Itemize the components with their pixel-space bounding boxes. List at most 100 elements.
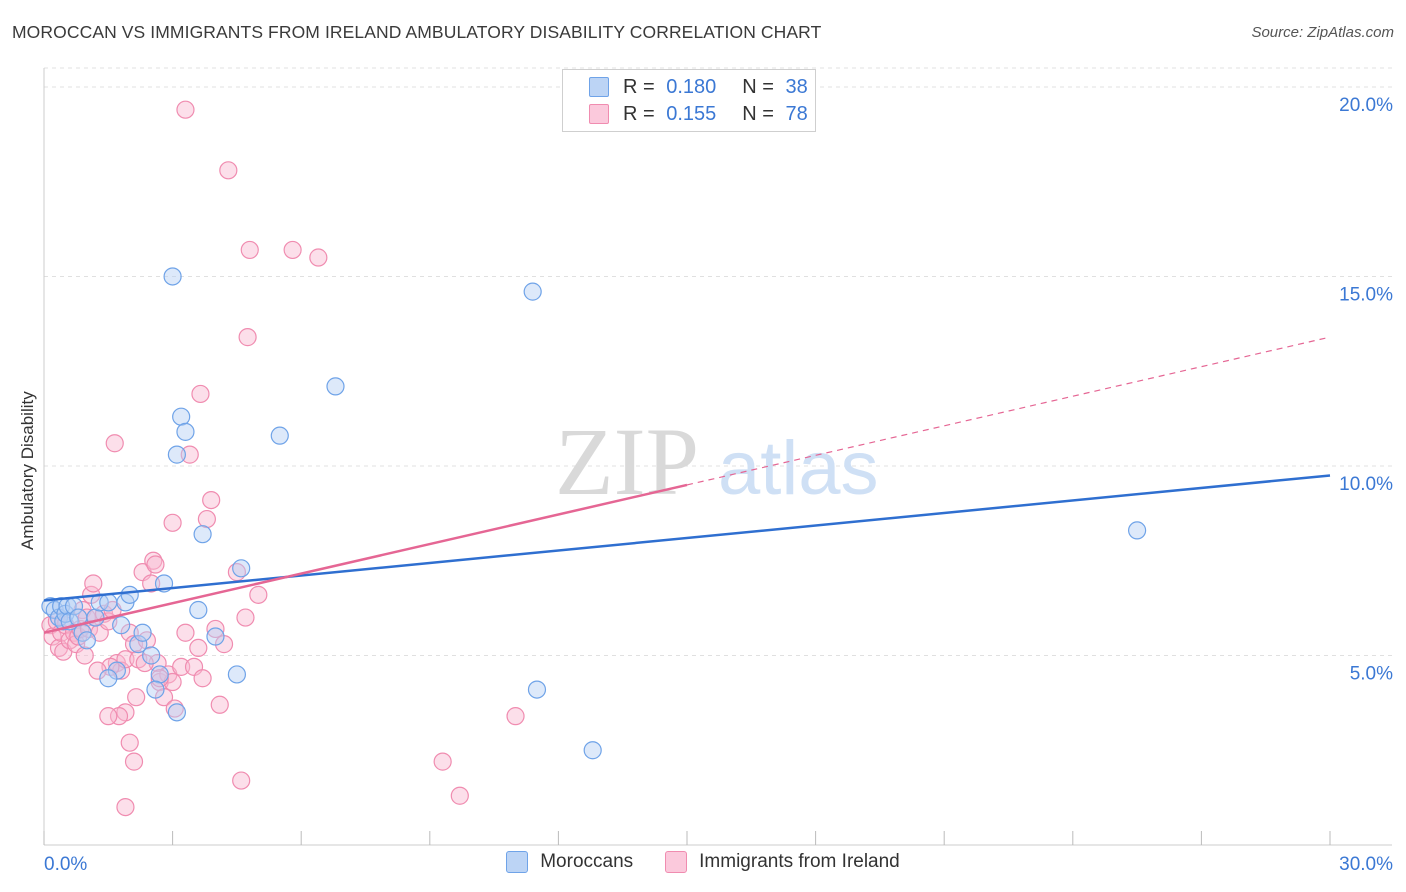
ireland-point: [109, 707, 129, 726]
moroccan-point: [270, 426, 289, 445]
ireland-point: [249, 585, 268, 604]
ireland-point: [163, 513, 182, 532]
ireland-points: [41, 100, 525, 817]
legend-ireland-label: Immigrants from Ireland: [699, 851, 900, 872]
ireland-point: [240, 240, 259, 260]
moroccan-point: [133, 623, 152, 642]
tick-labels: 5.0% 10.0% 15.0% 20.0% 0.0% 30.0%: [44, 95, 1393, 875]
moroccan-point: [77, 631, 96, 650]
ireland-point: [506, 707, 525, 726]
moroccan-point: [99, 593, 118, 612]
ireland-point: [148, 653, 167, 673]
moroccan-point: [167, 703, 186, 722]
ireland-point: [135, 653, 154, 673]
moroccan-point: [193, 525, 212, 544]
watermark-zip: ZIP: [555, 408, 699, 515]
ireland-point: [172, 657, 191, 676]
moroccan-point: [129, 635, 148, 654]
series-legend: Moroccans Immigrants from Ireland: [0, 851, 1406, 873]
legend-n-value: 78: [785, 102, 808, 125]
watermark-atlas: atlas: [718, 426, 879, 511]
moroccan-point: [206, 627, 225, 646]
ireland-point: [105, 434, 124, 453]
ireland-point: [176, 100, 195, 119]
y-tick-label: 5.0%: [1350, 663, 1393, 684]
ireland-point: [450, 786, 469, 805]
ireland-point: [142, 574, 161, 593]
x-tick-label: 30.0%: [1339, 854, 1393, 875]
ireland-legend-swatch: [665, 851, 688, 873]
legend-r-label: R =: [623, 75, 655, 98]
ireland-point: [124, 752, 144, 771]
moroccan-point: [227, 665, 246, 684]
moroccan-point: [167, 445, 186, 464]
moroccan-point: [120, 585, 139, 604]
legend-item-moroccans: Moroccans: [506, 851, 633, 873]
ireland-point: [433, 752, 452, 771]
moroccan-point: [523, 282, 542, 301]
y-tick-label: 10.0%: [1339, 474, 1393, 495]
ireland-point: [189, 638, 208, 658]
chart-title: MOROCCAN VS IMMIGRANTS FROM IRELAND AMBU…: [12, 22, 822, 42]
y-tick-label: 15.0%: [1339, 284, 1393, 305]
moroccans-legend-swatch: [506, 851, 529, 873]
legend-row-ireland: R = 0.155 N = 78: [589, 102, 808, 126]
ireland-point: [116, 797, 135, 817]
ireland-point: [88, 661, 107, 680]
y-tick-label: 20.0%: [1339, 95, 1393, 116]
moroccan-point: [232, 559, 251, 578]
y-axis-label: Ambulatory Disability: [18, 391, 37, 550]
ireland-trendline: [43, 483, 688, 634]
moroccan-point: [527, 680, 547, 699]
moroccan-point: [163, 267, 182, 286]
source-label: Source: ZipAtlas.com: [1251, 24, 1394, 41]
ireland-point: [197, 509, 216, 529]
ireland-point: [202, 490, 221, 510]
ireland-point: [180, 445, 199, 464]
stats-legend: R = 0.180 N = 38 R = 0.155 N = 78: [562, 69, 816, 132]
legend-n-value: 38: [785, 75, 808, 98]
ireland-swatch: [589, 104, 609, 124]
axes: [43, 68, 1392, 846]
legend-r-value: 0.180: [666, 75, 717, 98]
moroccan-point: [172, 407, 191, 426]
ireland-point: [238, 328, 257, 347]
moroccan-point: [142, 646, 161, 665]
ireland-point: [191, 384, 210, 404]
legend-moroccans-label: Moroccans: [540, 851, 634, 872]
ireland-point: [236, 608, 255, 627]
ireland-point: [120, 733, 139, 752]
moroccan-point: [112, 616, 131, 635]
moroccan-point: [189, 600, 208, 620]
ireland-point: [210, 695, 229, 714]
ireland-point: [309, 248, 328, 267]
moroccan-point: [326, 377, 345, 396]
trendlines: [43, 336, 1331, 634]
ireland-point: [206, 619, 225, 639]
ireland-point: [219, 161, 238, 180]
ireland-point: [127, 688, 146, 707]
legend-n-label: N =: [742, 75, 774, 98]
ireland-point: [193, 669, 212, 688]
legend-row-moroccans: R = 0.180 N = 38: [589, 75, 808, 99]
legend-r-value: 0.155: [666, 102, 717, 125]
moroccan-point: [1127, 521, 1147, 540]
ireland-point: [176, 623, 195, 642]
moroccans-trendline: [43, 474, 1331, 602]
ireland-point: [99, 707, 118, 726]
legend-n-label: N =: [742, 102, 774, 125]
legend-item-ireland: Immigrants from Ireland: [665, 851, 900, 873]
x-tick-label: 0.0%: [44, 854, 87, 875]
legend-r-label: R =: [623, 102, 655, 125]
moroccan-point: [146, 680, 165, 699]
ireland-point: [75, 646, 94, 665]
moroccan-point: [150, 665, 169, 684]
ireland-point: [84, 574, 103, 593]
ireland-point: [232, 771, 251, 790]
moroccan-point: [583, 741, 602, 760]
ireland-point: [146, 555, 165, 574]
moroccan-point: [99, 669, 118, 688]
moroccan-point: [176, 422, 195, 441]
ireland-point: [283, 240, 302, 260]
